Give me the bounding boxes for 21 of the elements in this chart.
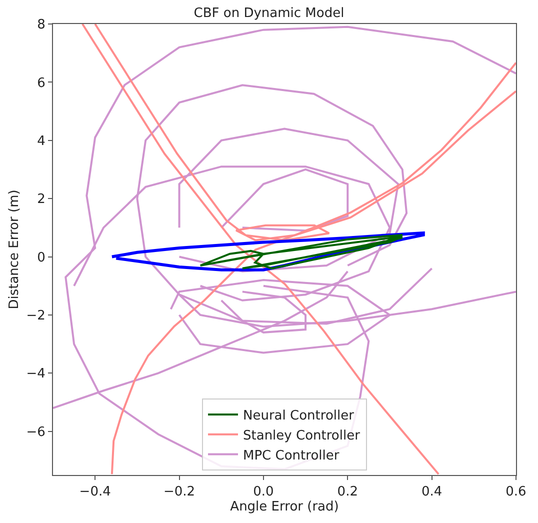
x-tick-label: 0.2 bbox=[337, 484, 358, 500]
y-tick-label: 6 bbox=[37, 76, 46, 91]
x-tick-label: 0.6 bbox=[506, 484, 526, 500]
y-axis-title: Distance Error (m) bbox=[7, 190, 22, 310]
x-tick-label: −0.2 bbox=[163, 484, 196, 500]
y-tick-label: −2 bbox=[26, 308, 46, 324]
x-tick-label: 0.0 bbox=[253, 484, 274, 500]
legend-label: MPC Controller bbox=[243, 448, 340, 464]
y-tick-label: −6 bbox=[26, 424, 46, 440]
line-series bbox=[199, 234, 404, 270]
y-tick-label: −4 bbox=[26, 366, 46, 382]
x-tick-label: 0.4 bbox=[421, 484, 442, 500]
legend-label: Stanley Controller bbox=[243, 428, 361, 444]
y-tick-label: 0 bbox=[37, 250, 46, 266]
y-tick-label: 8 bbox=[37, 18, 46, 33]
y-tick-label: 4 bbox=[37, 134, 46, 149]
legend-label: Neural Controller bbox=[243, 408, 355, 424]
chart-title: CBF on Dynamic Model bbox=[194, 6, 344, 21]
x-axis-title: Angle Error (rad) bbox=[230, 500, 339, 515]
x-tick-label: −0.4 bbox=[79, 484, 111, 500]
y-tick-label: 2 bbox=[37, 192, 46, 208]
